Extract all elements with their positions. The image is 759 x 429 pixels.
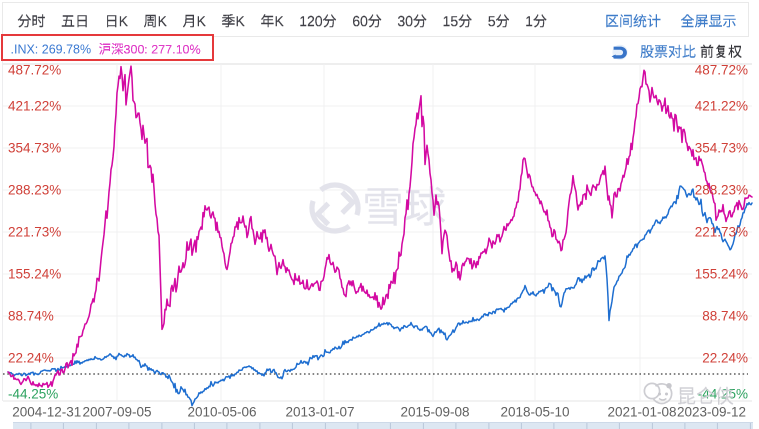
svg-text:2010-05-06: 2010-05-06 xyxy=(187,405,256,420)
svg-text:2018-05-10: 2018-05-10 xyxy=(500,405,569,420)
svg-text:487.72%: 487.72% xyxy=(695,63,748,78)
svg-text:288.23%: 288.23% xyxy=(8,183,61,198)
svg-text:354.73%: 354.73% xyxy=(8,141,61,156)
svg-text:.INX: 269.78%: .INX: 269.78% xyxy=(11,43,92,57)
svg-text:487.72%: 487.72% xyxy=(8,63,61,78)
svg-text:221.73%: 221.73% xyxy=(695,225,748,240)
svg-text:421.22%: 421.22% xyxy=(695,99,748,114)
svg-text:-44.25%: -44.25% xyxy=(8,387,58,402)
svg-text:88.74%: 88.74% xyxy=(8,309,54,324)
svg-text:22.24%: 22.24% xyxy=(702,351,748,366)
svg-text:2023-09-12: 2023-09-12 xyxy=(677,405,746,420)
svg-text:88.74%: 88.74% xyxy=(702,309,748,324)
svg-text:155.24%: 155.24% xyxy=(695,267,748,282)
svg-text:421.22%: 421.22% xyxy=(8,99,61,114)
svg-text:354.73%: 354.73% xyxy=(695,141,748,156)
svg-text:2007-09-05: 2007-09-05 xyxy=(82,405,151,420)
svg-text:22.24%: 22.24% xyxy=(8,351,54,366)
svg-text:2004-12-31: 2004-12-31 xyxy=(12,405,81,420)
svg-text:2015-09-08: 2015-09-08 xyxy=(400,405,469,420)
svg-text:221.73%: 221.73% xyxy=(8,225,61,240)
svg-text:2021-01-08: 2021-01-08 xyxy=(607,405,676,420)
svg-text:288.23%: 288.23% xyxy=(695,183,748,198)
svg-text:155.24%: 155.24% xyxy=(8,267,61,282)
svg-text:2013-01-07: 2013-01-07 xyxy=(285,405,354,420)
